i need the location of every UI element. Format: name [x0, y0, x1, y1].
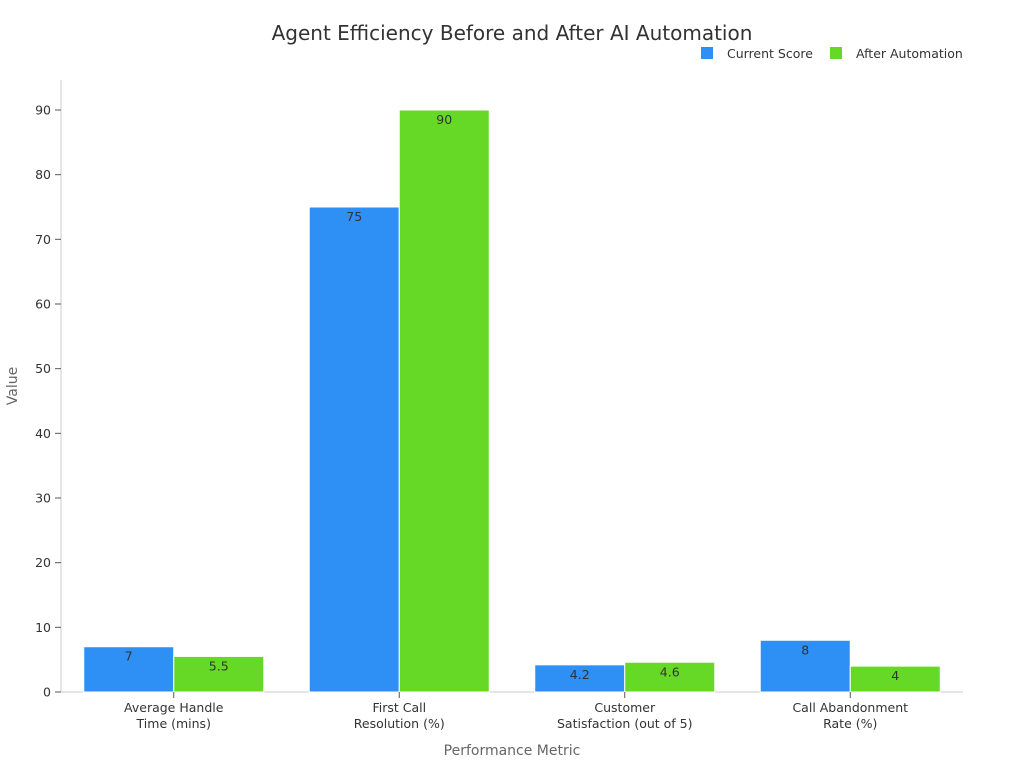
x-axis-title: Performance Metric	[444, 743, 581, 759]
y-tick-label: 90	[35, 103, 51, 118]
x-tick-label: First Call Resolution (%)	[354, 700, 445, 731]
y-tick-label: 50	[35, 361, 51, 376]
y-tick-label: 80	[35, 167, 51, 182]
bar-after-automation-customer	[624, 661, 716, 693]
y-axis-ticks: 0 10 20 30 40 50 60 70 80 90	[35, 103, 61, 700]
y-tick-label: 70	[35, 232, 51, 247]
y-tick-label: 60	[35, 297, 51, 312]
bar-after-automation-first-call	[398, 109, 490, 693]
y-tick-label: 0	[43, 685, 51, 700]
data-labels: 7 5.5 75 90 4.2 4.6 8 4	[125, 112, 900, 683]
bar-after-automation-average-handle	[173, 655, 265, 693]
x-tick-label: Customer Satisfaction (out of 5)	[557, 700, 693, 731]
bar-current-score-first-call	[308, 206, 400, 693]
data-label-current-score-customer: 4.2	[570, 667, 590, 682]
bar-current-score-average-handle	[83, 646, 175, 693]
y-tick-label: 40	[35, 426, 51, 441]
y-tick-label: 20	[35, 555, 51, 570]
legend-swatch-current-score	[701, 47, 713, 59]
data-label-after-automation-call-abandonment: 4	[891, 668, 899, 683]
bar-current-score-customer	[534, 664, 626, 693]
data-label-current-score-average-handle: 7	[125, 649, 133, 664]
y-axis-title: Value	[5, 367, 21, 405]
legend-label-current-score: Current Score	[727, 46, 813, 61]
legend-label-after-automation: After Automation	[856, 46, 963, 61]
x-tick-label: Call Abandonment Rate (%)	[792, 700, 908, 731]
chart-title: Agent Efficiency Before and After AI Aut…	[272, 21, 753, 45]
y-tick-label: 10	[35, 620, 51, 635]
legend-swatch-after-automation	[830, 47, 842, 59]
data-label-current-score-call-abandonment: 8	[801, 642, 809, 657]
data-label-after-automation-average-handle: 5.5	[209, 658, 229, 673]
x-axis-tick-labels: Average Handle Time (mins) First Call Resol…	[124, 692, 908, 731]
bar-after-automation-call-abandonment	[849, 665, 941, 693]
legend: Current Score After Automation	[701, 46, 963, 61]
bar-current-score-call-abandonment	[759, 639, 851, 693]
data-label-after-automation-customer: 4.6	[660, 664, 680, 679]
data-label-current-score-first-call: 75	[346, 209, 362, 224]
bars	[83, 109, 941, 693]
data-label-after-automation-first-call: 90	[436, 112, 452, 127]
x-tick-label: Average Handle Time (mins)	[124, 700, 224, 731]
y-tick-label: 30	[35, 491, 51, 506]
